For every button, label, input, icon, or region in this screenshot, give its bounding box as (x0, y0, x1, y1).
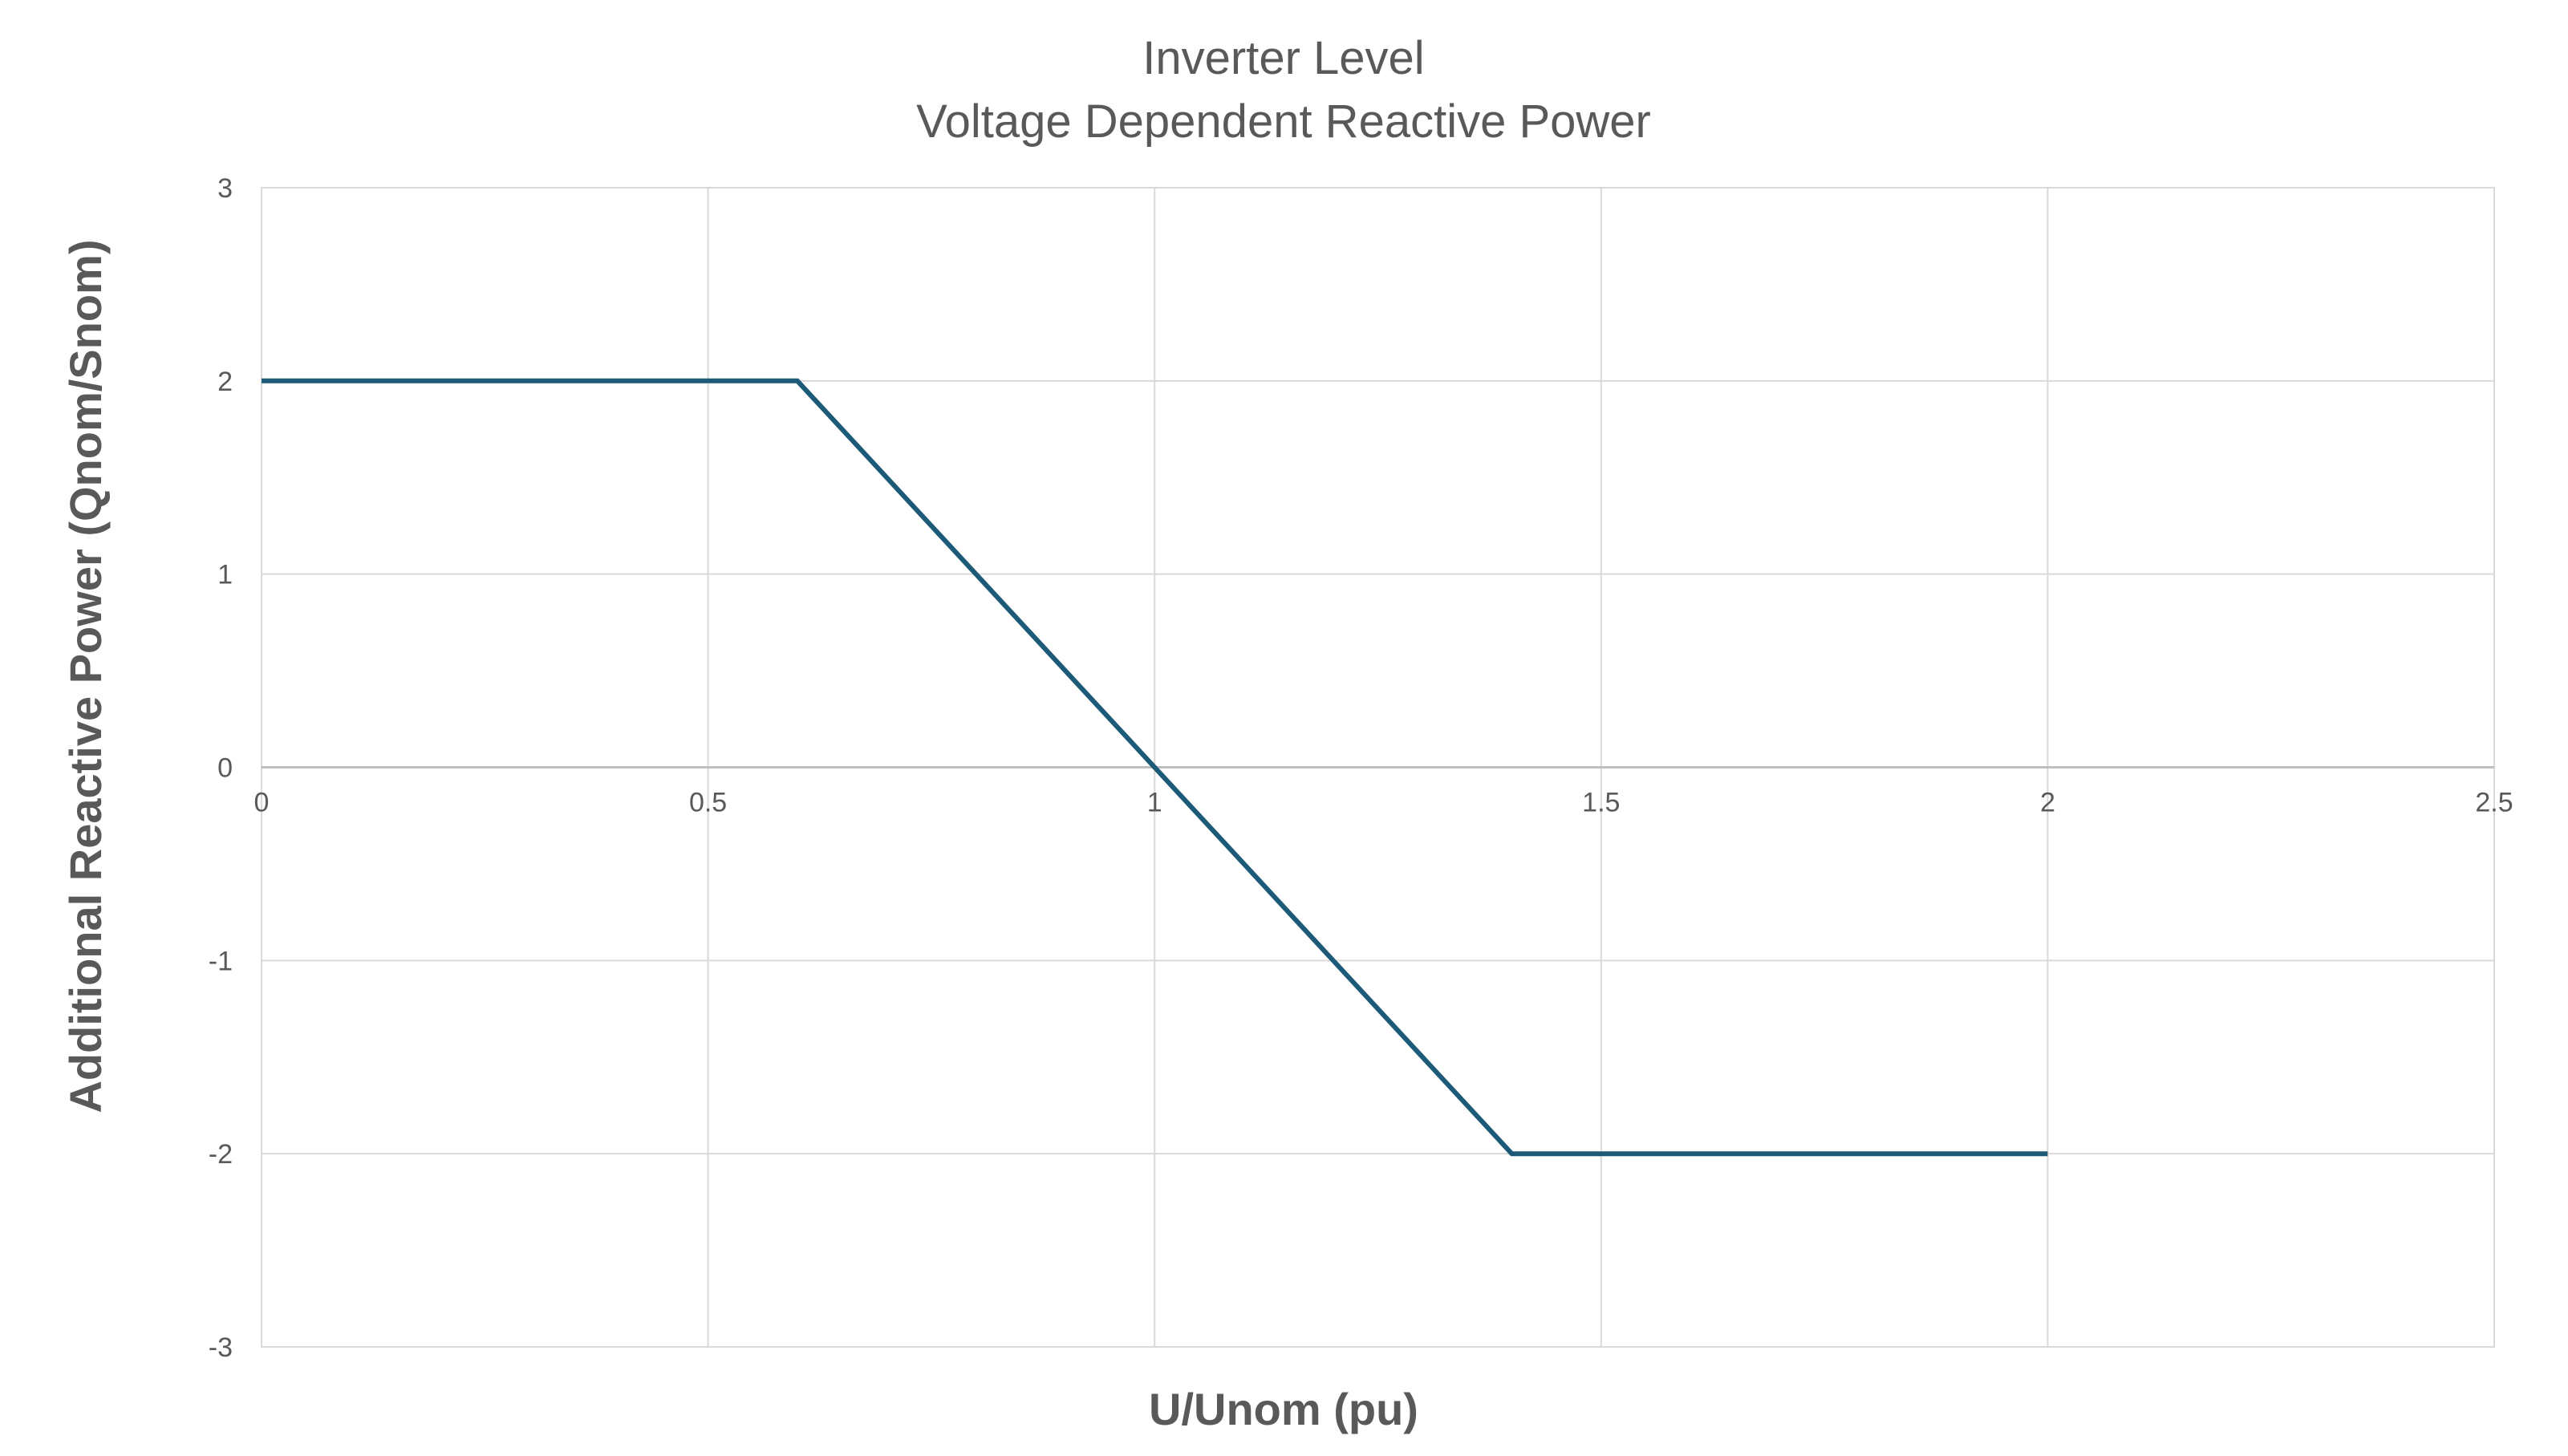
chart-title-line-2: Voltage Dependent Reactive Power (916, 95, 1651, 148)
y-tick-label: 1 (217, 560, 233, 590)
series-layer (262, 378, 2048, 1157)
y-tick-label: -3 (209, 1332, 233, 1363)
y-tick-label: -2 (209, 1139, 233, 1170)
chart-title-line-1: Inverter Level (1142, 32, 1424, 84)
x-axis-title: U/Unom (pu) (1149, 1384, 1418, 1434)
y-tick-label: 0 (217, 753, 233, 784)
x-tick-label: 0.5 (689, 788, 727, 818)
y-tick-label: 2 (217, 367, 233, 397)
x-tick-label: 1.5 (1582, 788, 1620, 818)
y-tick-label: 3 (217, 173, 233, 204)
x-tick-label: 2 (2040, 788, 2055, 818)
x-tick-label: 2.5 (2475, 788, 2513, 818)
tick-labels: 3 2 1 0 -1 -2 -3 0 0.5 1 1.5 2 2.5 (209, 173, 2513, 1363)
x-tick-label: 0 (254, 788, 270, 818)
y-tick-label: -1 (209, 946, 233, 976)
axes (261, 187, 2495, 1348)
x-tick-label: 1 (1147, 788, 1162, 818)
series-line (262, 378, 2048, 1157)
y-axis-title: Additional Reactive Power (Qnom/Snom) (60, 239, 111, 1113)
